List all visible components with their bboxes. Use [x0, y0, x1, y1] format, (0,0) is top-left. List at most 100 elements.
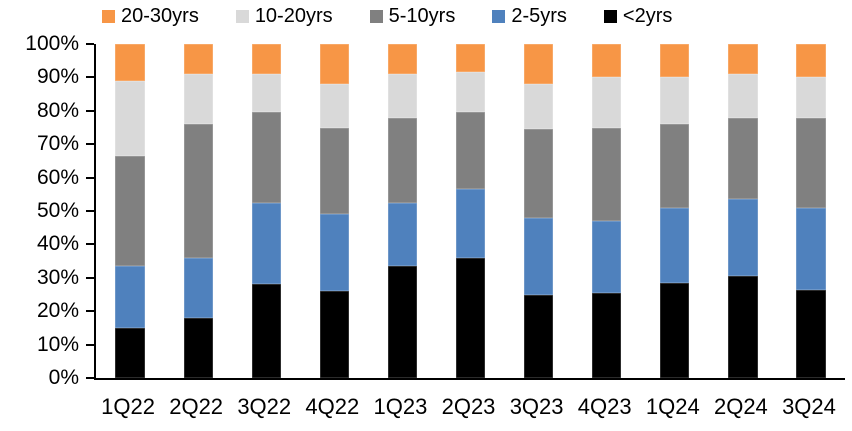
bar-segment-5-10yrs [660, 124, 690, 208]
y-axis-label: 40% [36, 232, 79, 256]
bar-segment-5-10yrs [251, 112, 281, 203]
y-axis-tick [86, 276, 94, 279]
bar-slot-1q24 [641, 44, 709, 378]
bar-segment-2-5yrs [728, 199, 758, 277]
bar-segment--2yrs [796, 289, 826, 378]
legend-swatch-icon [102, 9, 115, 23]
bar-segment-5-10yrs [592, 127, 622, 222]
bar-segment-10-20yrs [455, 72, 486, 113]
stacked-bar-1q24 [660, 44, 690, 378]
bar-segment-10-20yrs [183, 74, 213, 125]
y-axis-tick [86, 76, 94, 79]
legend-swatch-icon [369, 9, 383, 23]
y-axis-tick [86, 143, 94, 146]
legend-item-2-5yrs: 2-5yrs [492, 4, 567, 28]
y-axis-label: 90% [36, 65, 79, 89]
y-axis-tick [86, 343, 94, 346]
legend-item-20-30yrs: 20-30yrs [102, 4, 199, 28]
bar-segment-2-5yrs [660, 207, 690, 283]
x-axis-label-2q24: 2Q24 [713, 394, 768, 419]
bar-segment--2yrs [592, 292, 622, 378]
legend-swatch-icon [235, 9, 249, 23]
bar-segment-10-20yrs [115, 80, 145, 156]
y-axis-label: 50% [36, 199, 79, 222]
bar-segment-10-20yrs [387, 74, 418, 118]
bar-slot-4q23 [573, 44, 641, 378]
bar-segment-20-30yrs [728, 44, 758, 75]
stacked-bar-2q23 [455, 44, 486, 378]
legend-swatch-icon [492, 9, 506, 23]
stacked-bar-2q24 [728, 44, 758, 378]
y-axis-label: 10% [36, 332, 79, 356]
y-axis-label: 20% [36, 299, 79, 323]
legend-item--2yrs: <2yrs [603, 4, 673, 28]
y-axis-tick [86, 109, 94, 112]
bar-slot-1q23 [368, 44, 436, 378]
bar-segment-20-30yrs [523, 44, 554, 85]
bar-segment-2-5yrs [115, 266, 145, 328]
bar-segment-20-30yrs [796, 44, 826, 78]
legend-label: <2yrs [622, 5, 673, 27]
bar-segment-5-10yrs [796, 117, 826, 208]
stacked-bar-2q22 [183, 44, 213, 378]
bar-segment-5-10yrs [115, 155, 145, 267]
x-axis-label-3q23: 3Q23 [509, 394, 564, 419]
legend-item-5-10yrs: 5-10yrs [369, 4, 455, 28]
y-axis-label: 0% [48, 366, 79, 389]
y-axis-tick [86, 377, 94, 379]
bar-segment--2yrs [728, 276, 758, 378]
x-axis-category-labels: 1Q22 2Q22 3Q22 4Q22 1Q23 2Q23 3Q23 4Q23 1Q24 2Q24… [94, 394, 843, 420]
bar-segment-5-10yrs [183, 124, 213, 258]
bar-segment--2yrs [387, 266, 418, 378]
x-axis-label-1q24: 1Q24 [645, 394, 700, 419]
bar-slot-2q23 [436, 44, 504, 378]
bar-segment-20-30yrs [251, 44, 281, 75]
stacked-bar-1q22 [115, 44, 145, 378]
y-axis-tick [86, 210, 94, 212]
bar-slot-2q24 [709, 44, 777, 378]
bar-segment--2yrs [523, 294, 554, 378]
bar-segment-2-5yrs [251, 202, 281, 285]
stacked-bar-3q23 [523, 44, 554, 378]
bar-segment-5-10yrs [319, 127, 349, 215]
bar-slot-3q24 [777, 44, 845, 378]
bar-segment-10-20yrs [319, 84, 349, 128]
x-axis-label-1q23: 1Q23 [373, 394, 428, 419]
x-axis-label-3q22: 3Q22 [237, 394, 292, 419]
bar-segment--2yrs [455, 257, 486, 378]
bar-segment-20-30yrs [592, 44, 622, 78]
plot-area [94, 44, 845, 380]
bar-segment-2-5yrs [183, 257, 213, 318]
y-axis-label: 60% [36, 165, 79, 189]
stacked-bar-4q23 [592, 44, 622, 378]
bar-segment-2-5yrs [796, 207, 826, 290]
bar-segment-5-10yrs [455, 112, 486, 190]
bar-slot-2q22 [164, 44, 232, 378]
bar-segment--2yrs [319, 291, 349, 378]
x-axis-label-2q23: 2Q23 [441, 394, 496, 419]
chart-legend: 20-30yrs 10-20yrs 5-10yrs 2-5yrs <2yrs [102, 2, 672, 30]
bar-segment-20-30yrs [183, 44, 213, 75]
bar-segment-20-30yrs [455, 44, 486, 73]
bar-slot-3q22 [232, 44, 300, 378]
stacked-bar-3q22 [251, 44, 281, 378]
bar-slot-1q22 [96, 44, 164, 378]
x-axis-label-2q22: 2Q22 [169, 394, 224, 419]
y-axis-label: 30% [36, 265, 79, 289]
stacked-bar-4q22 [319, 44, 349, 378]
bar-segment--2yrs [660, 282, 690, 378]
x-axis-label-3q24: 3Q24 [782, 394, 836, 419]
bar-segment-2-5yrs [319, 214, 349, 292]
x-axis-label-4q23: 4Q23 [577, 394, 632, 419]
legend-label: 10-20yrs [254, 5, 333, 27]
bar-segment-20-30yrs [660, 44, 690, 78]
y-axis-tick [86, 176, 94, 179]
x-axis-label-4q22: 4Q22 [305, 394, 360, 419]
bar-segment-10-20yrs [251, 74, 281, 113]
bar-segment-2-5yrs [455, 189, 486, 258]
y-axis-tick [86, 243, 94, 246]
bar-segment-10-20yrs [660, 77, 690, 125]
bar-segment-2-5yrs [592, 221, 622, 293]
bar-segment-5-10yrs [523, 129, 554, 218]
legend-item-10-20yrs: 10-20yrs [235, 4, 333, 28]
